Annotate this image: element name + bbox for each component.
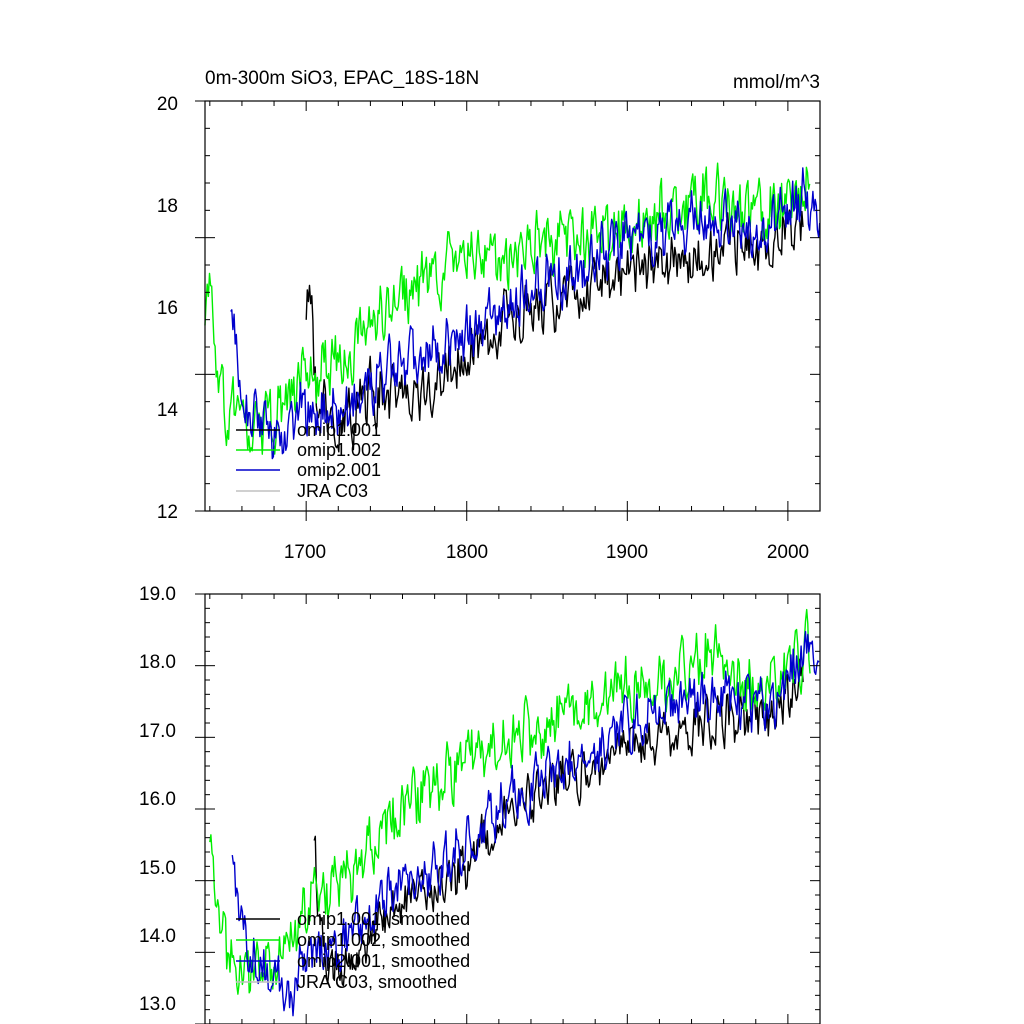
top-ytick-label: 20 — [157, 94, 178, 115]
top-ytick-label: 14 — [157, 400, 179, 421]
top-xtick-label: 1700 — [284, 542, 326, 563]
top-series-group — [204, 162, 821, 460]
bottom-legend: omip1.001, smoothed omip1.002, smoothed … — [236, 909, 470, 992]
top-ytick-label: 18 — [157, 196, 178, 217]
bottom-ytick-label: 19.0 — [139, 584, 176, 605]
bottom-ytick-label: 17.0 — [139, 721, 176, 742]
top-xtick-label: 1900 — [606, 542, 648, 563]
bottom-y-axis-labels: 13.0 14.0 15.0 16.0 17.0 18.0 19.0 — [139, 584, 176, 1015]
top-ytick-label: 12 — [157, 502, 178, 523]
top-xtick-label: 1800 — [446, 542, 488, 563]
series-line-omip1-001-smoothed — [313, 658, 804, 987]
top-xtick-label: 2000 — [767, 542, 809, 563]
top-chart-units: mmol/m^3 — [733, 72, 820, 93]
top-legend-label: omip1.001 — [297, 420, 381, 440]
top-y-axis-labels: 12 14 16 18 20 — [157, 94, 179, 523]
bottom-ytick-label: 15.0 — [139, 858, 176, 879]
top-legend-label: omip1.002 — [297, 440, 381, 460]
series-line-omip2-001-smoothed — [231, 630, 820, 1017]
top-panel: 0m-300m SiO3, EPAC_18S-18N mmol/m^3 12 1… — [157, 68, 821, 563]
top-chart-title: 0m-300m SiO3, EPAC_18S-18N — [205, 68, 479, 89]
series-line-omip1-002 — [204, 162, 811, 455]
top-plot-frame — [204, 100, 821, 512]
bottom-legend-label: JRA C03, smoothed — [297, 972, 457, 992]
bottom-legend-label: omip1.002, smoothed — [297, 930, 470, 950]
top-legend: omip1.001 omip1.002 omip2.001 JRA C03 — [236, 420, 381, 501]
top-axis-ticks — [195, 100, 821, 521]
bottom-legend-label: omip1.001, smoothed — [297, 909, 470, 929]
top-legend-label: JRA C03 — [297, 481, 368, 501]
series-line-omip1-002-smoothed — [209, 608, 811, 995]
bottom-series-group — [209, 608, 820, 1017]
top-ytick-label: 16 — [157, 298, 178, 319]
bottom-ytick-label: 13.0 — [139, 994, 176, 1015]
top-x-axis-labels: 1700 1800 1900 2000 — [284, 542, 809, 563]
bottom-ytick-label: 14.0 — [139, 926, 176, 947]
bottom-axis-ticks — [195, 593, 821, 1024]
series-line-omip2-001 — [230, 167, 821, 460]
top-legend-label: omip2.001 — [297, 460, 381, 480]
bottom-legend-label: omip2.001, smoothed — [297, 951, 470, 971]
bottom-ytick-label: 16.0 — [139, 789, 176, 810]
series-line-omip1-001 — [305, 195, 804, 453]
bottom-ytick-label: 18.0 — [139, 652, 176, 673]
bottom-panel: 13.0 14.0 15.0 16.0 17.0 18.0 19.0 omip1… — [139, 584, 821, 1024]
